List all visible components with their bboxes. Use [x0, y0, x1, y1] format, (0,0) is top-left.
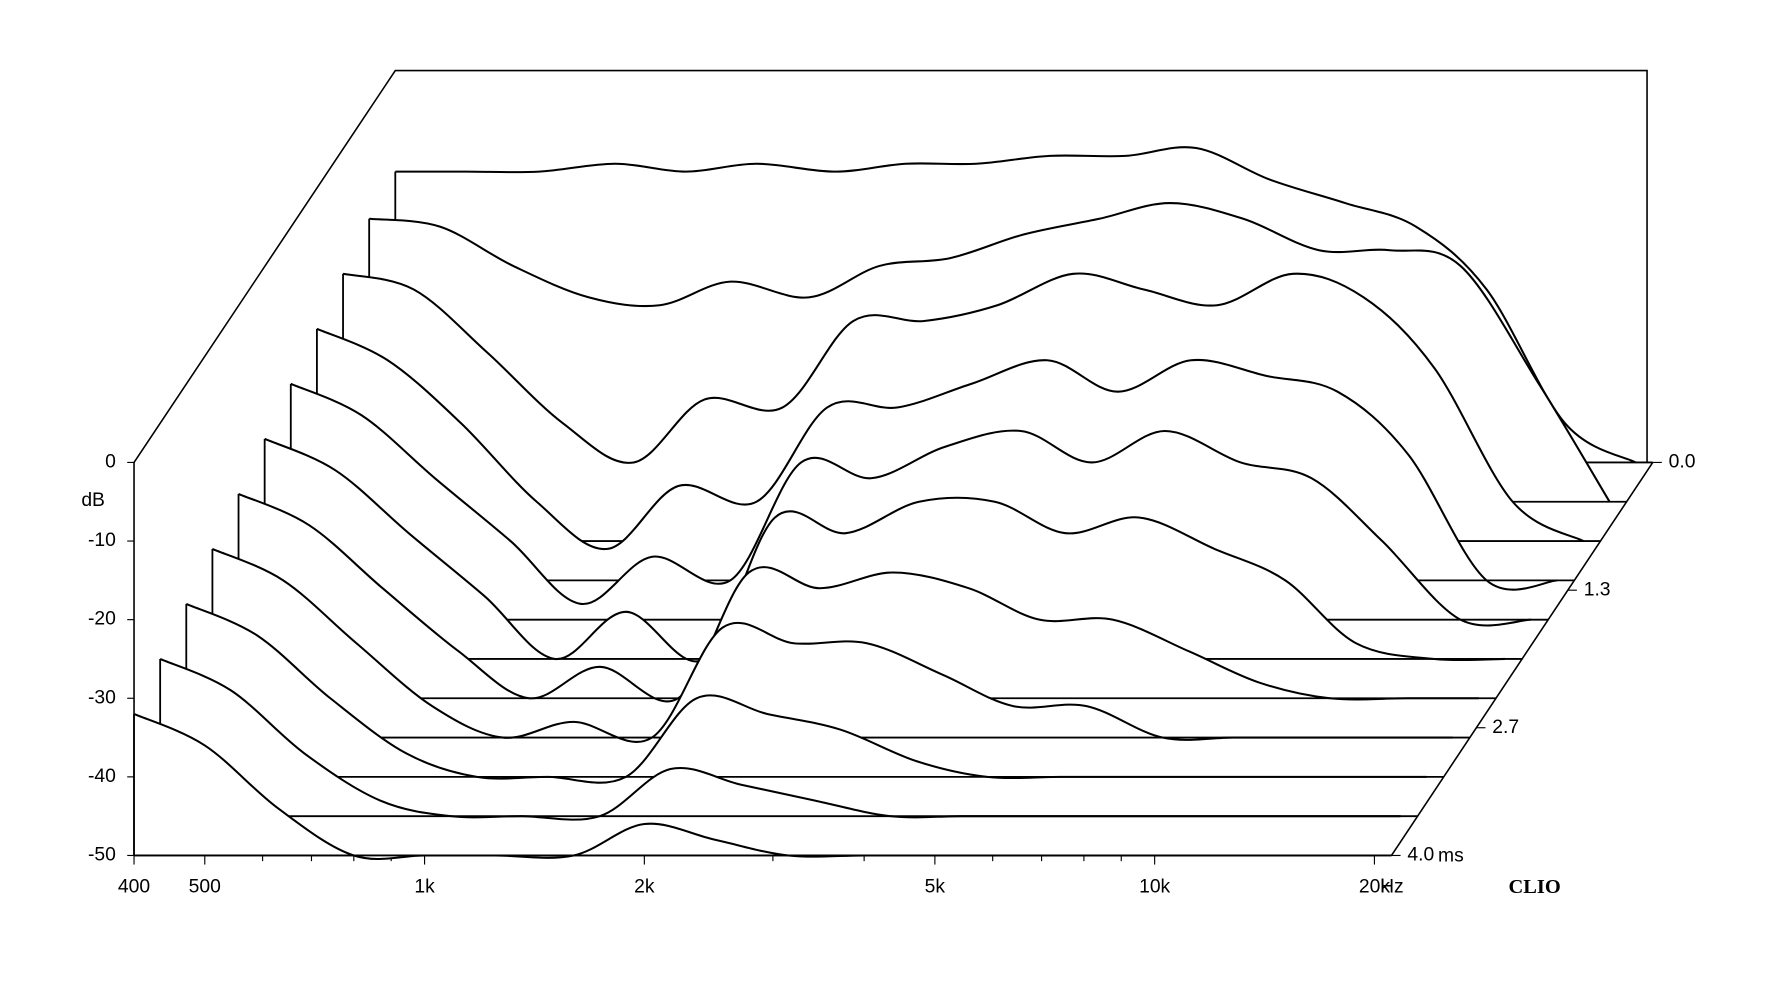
x-tick-label: 10k: [1139, 876, 1170, 897]
z-tick-label: 4.0: [1407, 845, 1434, 866]
x-tick-label: 1k: [414, 876, 435, 897]
x-tick-label: 2k: [634, 876, 655, 897]
y-axis-label: dB: [81, 490, 105, 511]
slice-line: [342, 272, 1584, 542]
y-tick-label: -40: [88, 766, 116, 787]
z-tick-label: 0.0: [1669, 452, 1696, 473]
x-tick-label: 5k: [925, 876, 946, 897]
y-tick-label: -30: [88, 687, 116, 708]
x-tick-label: 400: [118, 876, 150, 897]
brand: CLIO: [1508, 876, 1560, 898]
slice-line: [185, 603, 1427, 784]
y-tick-label: -50: [88, 845, 116, 866]
slice-backdrop: [134, 713, 1392, 859]
x-unit: Hz: [1380, 876, 1404, 897]
slice-line: [369, 202, 1611, 503]
slice-backdrop: [264, 438, 1523, 662]
slice-backdrop: [212, 548, 1470, 742]
slice-line: [316, 327, 1558, 591]
y-tick-label: 0: [105, 452, 116, 473]
x-tick-label: 20k: [1359, 876, 1390, 897]
frame: [133, 69, 1648, 463]
back-frame: [133, 69, 1648, 463]
y-tick-label: -10: [88, 530, 116, 551]
slice-line: [133, 713, 1375, 860]
slice-line: [290, 382, 1532, 627]
slice-line: [395, 146, 1637, 464]
slice-line: [211, 547, 1453, 743]
slice-line: [264, 437, 1506, 663]
y-tick-label: -20: [88, 609, 116, 630]
z-tick-label: 2.7: [1492, 717, 1519, 738]
x-tick-label: 500: [189, 876, 221, 897]
z-tick-label: 1.3: [1584, 579, 1611, 600]
slice-line: [159, 658, 1401, 821]
slice-backdrop: [238, 493, 1496, 702]
slice-backdrop: [160, 658, 1418, 820]
z-unit: ms: [1438, 846, 1464, 867]
slice-line: [238, 492, 1479, 703]
